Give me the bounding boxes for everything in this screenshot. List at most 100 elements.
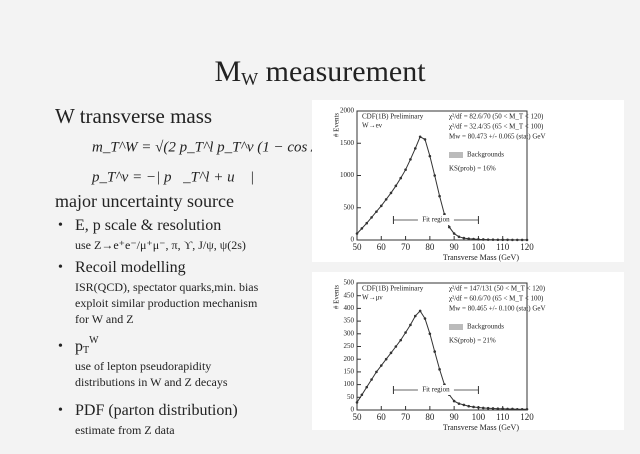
- data-point: [360, 227, 364, 230]
- data-point: [365, 385, 369, 389]
- x-axis-label: Transverse Mass (GeV): [443, 253, 519, 262]
- experiment-label: CDF(1B) Preliminary: [362, 113, 424, 121]
- data-point: [501, 407, 505, 411]
- x-tick-label: 90: [450, 242, 460, 252]
- x-tick-label: 120: [520, 412, 534, 422]
- x-axis-label: Transverse Mass (GeV): [443, 423, 519, 432]
- data-point: [481, 238, 485, 241]
- data-point: [486, 406, 490, 410]
- y-tick-label: 450: [344, 291, 355, 299]
- fit-annotation: χ²/df = 147/131 (50 < M_T < 120): [449, 285, 546, 293]
- data-point: [462, 403, 466, 407]
- legend-entry: Backgrounds: [467, 323, 504, 331]
- x-tick-label: 80: [425, 412, 435, 422]
- data-point: [452, 232, 456, 235]
- title-sub: W: [241, 69, 258, 89]
- data-point: [472, 405, 475, 409]
- x-tick-label: 80: [425, 242, 435, 252]
- x-tick-label: 60: [377, 242, 387, 252]
- y-tick-label: 100: [344, 380, 355, 388]
- data-point: [438, 368, 441, 371]
- x-tick-label: 70: [401, 412, 411, 422]
- x-tick-label: 60: [377, 412, 387, 422]
- data-point: [515, 407, 519, 411]
- item-main: p: [75, 338, 83, 355]
- data-point: [384, 198, 388, 201]
- x-tick-label: 100: [472, 412, 486, 422]
- fit-annotation: χ²/df = 32.4/35 (65 < M_T < 100): [449, 123, 544, 131]
- chart-panel: [312, 272, 624, 430]
- slide-title: MW measurement: [214, 55, 426, 89]
- x-tick-label: 110: [496, 412, 510, 422]
- data-point: [511, 238, 514, 242]
- data-point: [452, 399, 456, 403]
- item-main: E, p scale & resolution: [75, 217, 221, 234]
- fit-region-label-bg: [417, 215, 454, 225]
- y-tick-label: 150: [344, 368, 355, 376]
- data-point: [418, 309, 422, 313]
- item-text: PDF (parton distribution): [75, 402, 238, 419]
- data-point: [491, 407, 495, 410]
- data-point: [447, 225, 451, 229]
- title-main: M: [214, 55, 241, 88]
- data-point: [462, 236, 466, 240]
- y-tick-label: 1500: [340, 139, 355, 147]
- ks-label: KS(prob) = 16%: [449, 165, 496, 173]
- item-text: Recoil modelling: [75, 259, 186, 276]
- data-point: [423, 138, 427, 141]
- data-point: [375, 210, 378, 213]
- data-point: [467, 404, 471, 408]
- data-point: [384, 357, 388, 361]
- legend-swatch: [449, 324, 463, 330]
- y-tick-label: 0: [351, 236, 355, 244]
- data-point: [355, 232, 359, 235]
- item-detail: use of lepton pseudorapidity: [75, 359, 211, 373]
- item-detail: for W and Z: [75, 312, 134, 326]
- data-point: [389, 351, 393, 355]
- fit-annotation: χ²/df = 82.6/70 (50 < M_T < 120): [449, 113, 544, 121]
- item-detail: use Z→e⁺e⁻/μ⁺μ⁻, π, ϒ, J/ψ, ψ(2s): [75, 238, 246, 252]
- x-tick-label: 110: [496, 242, 510, 252]
- fit-annotation: χ²/df = 60.6/70 (65 < M_T < 100): [449, 295, 544, 303]
- fit-region-label-bg: [417, 385, 454, 395]
- y-tick-label: 0: [351, 406, 355, 414]
- item-sup: W: [89, 335, 99, 346]
- x-tick-label: 120: [520, 242, 534, 252]
- data-point: [520, 238, 524, 242]
- data-point: [418, 135, 422, 139]
- data-point: [511, 407, 514, 411]
- item-detail: distributions in W and Z decays: [75, 375, 228, 389]
- legend-swatch: [449, 152, 463, 158]
- data-point: [481, 406, 485, 410]
- bullet: •: [58, 218, 63, 233]
- formula: m_T^W = √(2 p_T^l p_T^ν (1 − cos Δφ)): [92, 139, 338, 155]
- subheading: major uncertainty source: [55, 191, 234, 211]
- data-point: [399, 176, 403, 180]
- data-point: [501, 238, 505, 242]
- data-point: [389, 191, 393, 195]
- data-point: [457, 402, 461, 405]
- item-main: Recoil modelling: [75, 259, 186, 276]
- y-tick-label: 250: [344, 342, 355, 350]
- item-sub: T: [83, 345, 89, 356]
- x-tick-label: 90: [450, 412, 460, 422]
- channel-label: W→μν: [362, 294, 383, 302]
- data-point: [394, 184, 398, 188]
- y-axis-label: # Events: [333, 285, 341, 310]
- data-point: [520, 407, 524, 411]
- ks-label: KS(prob) = 21%: [449, 337, 496, 345]
- data-point: [428, 154, 432, 158]
- y-tick-label: 500: [344, 203, 355, 211]
- data-point: [486, 238, 490, 241]
- x-tick-label: 50: [353, 242, 363, 252]
- data-point: [370, 216, 373, 219]
- data-point: [409, 323, 412, 327]
- data-point: [477, 238, 480, 241]
- data-point: [428, 332, 432, 336]
- channel-label: W→eν: [362, 122, 382, 130]
- data-point: [477, 406, 480, 409]
- data-point: [491, 238, 495, 241]
- bullet: •: [58, 339, 63, 354]
- data-point: [506, 407, 509, 411]
